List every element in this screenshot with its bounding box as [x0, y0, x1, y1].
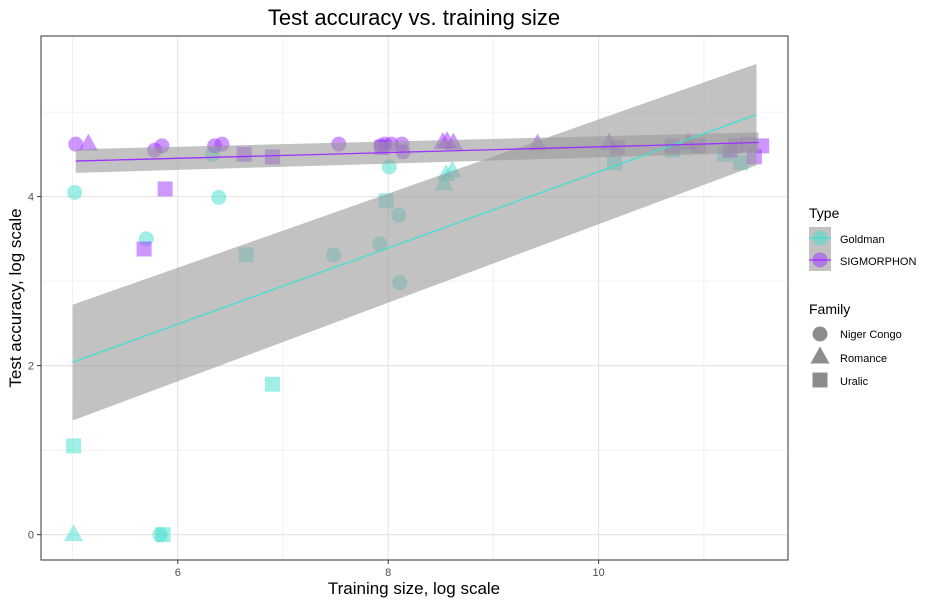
legend-label-goldman: Goldman	[840, 234, 885, 246]
legend-family-title: Family	[809, 301, 850, 317]
legend-key-marker	[812, 230, 828, 246]
legend-key-goldman	[809, 227, 831, 249]
legend-key-circle	[812, 326, 828, 342]
x-tick-label: 8	[385, 567, 391, 579]
legend-label-niger-congo: Niger Congo	[840, 329, 902, 341]
confidence-band	[75, 132, 759, 173]
data-point	[211, 189, 227, 205]
y-tick-label: 4	[28, 192, 34, 204]
y-tick-label: 2	[28, 361, 34, 373]
data-point	[264, 376, 280, 392]
data-point	[78, 133, 98, 151]
y-axis-title: Test accuracy, log scale	[6, 208, 25, 387]
legend-key-square	[812, 372, 828, 388]
x-tick-label: 10	[592, 567, 604, 579]
data-point	[67, 184, 83, 200]
legend-type-title: Type	[809, 205, 840, 221]
x-tick-label: 6	[175, 567, 181, 579]
legend-label-uralic: Uralic	[840, 376, 869, 388]
data-point	[66, 438, 82, 454]
y-tick-label: 0	[28, 530, 34, 542]
x-axis-title: Training size, log scale	[328, 579, 500, 598]
legend: Type Goldman SIGMORPHON Family Niger Con…	[809, 205, 916, 388]
legend-key-sigmorphon	[809, 249, 831, 271]
trend-line	[72, 113, 757, 363]
panel-border	[40, 35, 789, 561]
data-point	[155, 527, 171, 543]
legend-label-romance: Romance	[840, 353, 887, 365]
data-point	[157, 181, 173, 197]
data-point	[68, 136, 84, 152]
trend-line	[75, 141, 759, 162]
legend-key-triangle	[810, 346, 830, 364]
legend-label-sigmorphon: SIGMORPHON	[840, 256, 916, 268]
legend-key-marker	[812, 252, 828, 268]
data-point	[64, 524, 84, 542]
data-point	[136, 241, 152, 257]
chart-title: Test accuracy vs. training size	[268, 5, 560, 30]
data-marks: 6 8 10 0 2 4	[28, 35, 789, 579]
